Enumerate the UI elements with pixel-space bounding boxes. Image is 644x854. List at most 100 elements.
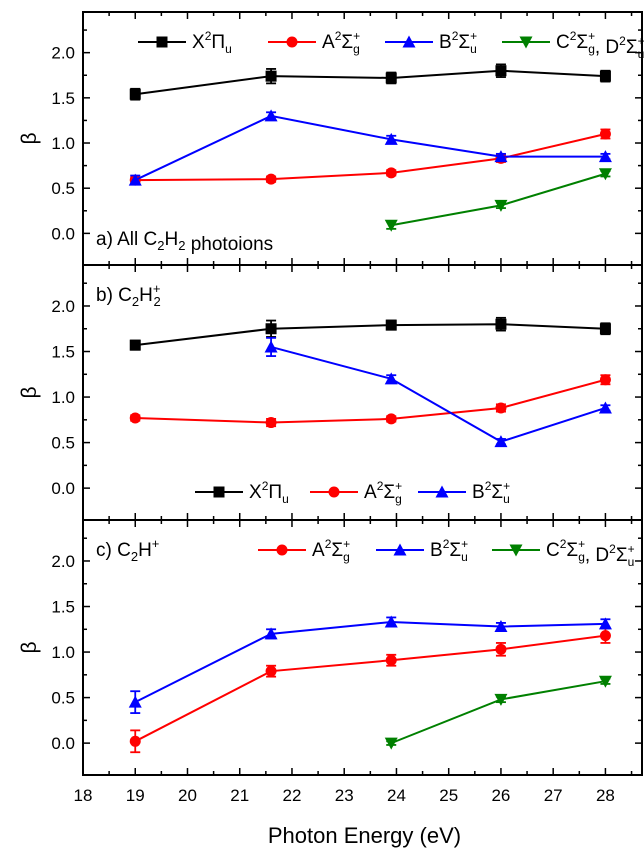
panel-label: a) All C2H2 photoions: [96, 229, 273, 255]
series-b: [264, 336, 612, 448]
x-tick-label: 20: [178, 786, 197, 805]
data-point: [129, 88, 141, 100]
data-point: [385, 654, 397, 666]
data-point: [598, 150, 612, 163]
series-a: [129, 374, 611, 429]
x-tick-label: 22: [283, 786, 302, 805]
x-axis-label: Photon Energy (eV): [268, 823, 461, 848]
data-point: [264, 627, 278, 640]
legend-label-a: A2Σ+ g: [312, 537, 350, 564]
data-point: [384, 132, 398, 145]
y-tick-label: 1.0: [51, 643, 75, 662]
legend-label-a: A2Σ+ g: [364, 479, 402, 506]
series-line: [270, 345, 606, 443]
data-point: [128, 173, 142, 186]
y-axis-label: β: [18, 386, 41, 398]
data-point: [495, 318, 507, 330]
x-tick-label: 21: [230, 786, 249, 805]
data-point: [265, 665, 277, 677]
x-tick-label: 19: [126, 786, 145, 805]
x-axis: 18 19 20 21 22 23 24 25 26 27 28 Photon Energy (eV): [74, 786, 615, 848]
panel-label: b) C2H+ 2: [96, 281, 161, 309]
panel-label: c) C2H+: [96, 536, 159, 564]
y-tick-label: 1.0: [51, 388, 75, 407]
series-b: [128, 615, 612, 714]
data-point: [384, 737, 398, 750]
series-a: [129, 627, 611, 754]
data-point: [264, 340, 278, 353]
series-line: [135, 323, 606, 347]
panel-a: 0.0 0.5 1.0 1.5 2.0 β X2Πu A2Σ+ g B2Σ+ u C2Σ+ g, D2Σ…: [18, 11, 644, 266]
y-tick-label: 0.0: [51, 734, 75, 753]
legend-marker: [156, 36, 168, 48]
y-tick-label: 1.5: [51, 89, 75, 108]
y-axis-label: β: [18, 641, 41, 653]
series-b: [128, 109, 612, 186]
series-x: [129, 63, 611, 101]
data-point: [494, 199, 508, 212]
legend-marker: [519, 36, 533, 49]
data-point: [385, 167, 397, 179]
series-line: [391, 172, 606, 227]
data-point: [599, 374, 611, 386]
data-point: [599, 128, 611, 140]
y-tick-label: 0.5: [51, 689, 75, 708]
data-point: [384, 615, 398, 628]
x-ticks: [82, 520, 633, 775]
panel-b: 0.0 0.5 1.0 1.5 2.0 β X2Πu A2Σ+ g B2Σ+ u b) C2H+ 2: [18, 264, 643, 521]
data-point: [495, 402, 507, 414]
plot-frame: [82, 519, 643, 776]
data-point: [598, 168, 612, 181]
y-tick-label: 0.5: [51, 434, 75, 453]
legend-marker: [509, 544, 523, 557]
legend-label-b: B2Σ+ u: [472, 479, 510, 506]
legend-label-cd: C2Σ+ g, D2Σ+ u: [546, 537, 635, 569]
data-point: [385, 72, 397, 84]
data-point: [494, 150, 508, 163]
y-axis: 0.0 0.5 1.0 1.5 2.0: [51, 282, 642, 498]
x-tick-label: 24: [387, 786, 406, 805]
y-tick-label: 1.0: [51, 134, 75, 153]
data-point: [598, 401, 612, 414]
y-tick-label: 1.5: [51, 598, 75, 617]
data-point: [599, 323, 611, 335]
y-axis-label: β: [18, 132, 41, 144]
series-x: [129, 316, 611, 351]
x-ticks: [82, 12, 633, 265]
x-tick-label: 23: [335, 786, 354, 805]
data-point: [598, 675, 612, 688]
y-tick-label: 2.0: [51, 44, 75, 63]
legend: A2Σ+ g B2Σ+ u C2Σ+ g, D2Σ+ u: [258, 537, 635, 569]
y-tick-label: 0.0: [51, 479, 75, 498]
y-axis: 0.0 0.5 1.0 1.5 2.0: [51, 537, 642, 753]
panel-c: 0.0 0.5 1.0 1.5 2.0 β A2Σ+ g B2Σ+ u C2Σ+ g, D2Σ+ u c)…: [18, 519, 643, 776]
y-tick-label: 2.0: [51, 552, 75, 571]
legend-marker: [328, 486, 340, 498]
y-tick-label: 2.0: [51, 297, 75, 316]
data-point: [494, 620, 508, 633]
legend-marker: [393, 543, 407, 556]
series-cd: [384, 168, 612, 232]
legend: X2Πu A2Σ+ g B2Σ+ u C2Σ+ g, D2Σ+ u: [138, 29, 644, 61]
legend-marker: [286, 36, 298, 48]
series-line: [134, 634, 606, 743]
data-point: [599, 630, 611, 642]
data-point: [264, 109, 278, 122]
legend-label-b: B2Σ+ u: [430, 537, 468, 564]
legend-label-a: A2Σ+ g: [322, 29, 360, 56]
data-point: [128, 695, 142, 708]
data-point: [385, 319, 397, 331]
data-point: [598, 617, 612, 630]
series-line: [390, 680, 606, 745]
series-line: [135, 378, 606, 424]
data-point: [265, 323, 277, 335]
legend-marker: [402, 35, 416, 48]
data-point: [494, 435, 508, 448]
data-point: [384, 219, 398, 232]
data-point: [385, 413, 397, 425]
legend-label-x: X2Πu: [192, 29, 232, 56]
legend-marker: [276, 544, 288, 556]
data-point: [129, 412, 141, 424]
data-point: [129, 339, 141, 351]
